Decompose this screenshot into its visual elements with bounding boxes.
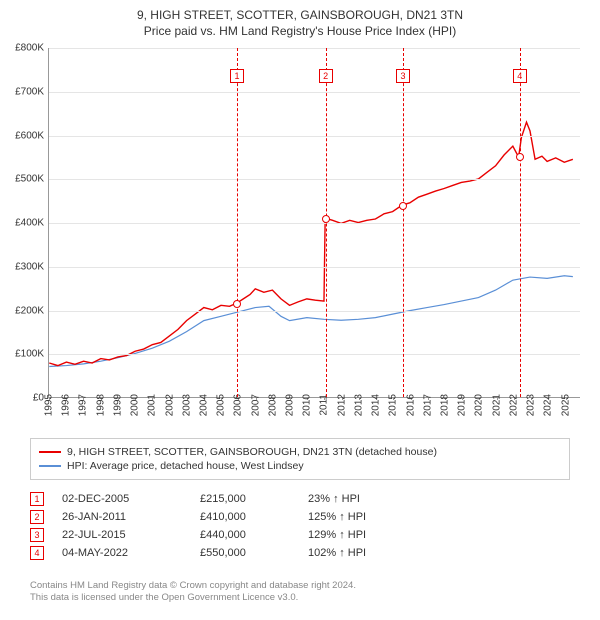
sale-price: £550,000: [200, 547, 290, 559]
sale-dot: [322, 215, 330, 223]
x-axis-label: 2017: [422, 394, 433, 416]
sale-price: £215,000: [200, 493, 290, 505]
sale-delta: 129% ↑ HPI: [308, 529, 458, 541]
chart-subtitle: Price paid vs. HM Land Registry's House …: [0, 24, 600, 38]
y-axis-label: £500K: [4, 174, 44, 185]
legend-label-blue: HPI: Average price, detached house, West…: [67, 460, 304, 472]
sale-dot: [516, 153, 524, 161]
x-axis-label: 1996: [61, 394, 72, 416]
sale-marker: 4: [513, 69, 527, 83]
y-axis-label: £100K: [4, 349, 44, 360]
legend-row-red: 9, HIGH STREET, SCOTTER, GAINSBOROUGH, D…: [39, 446, 561, 458]
sale-date: 26-JAN-2011: [62, 511, 182, 523]
x-axis-label: 2025: [560, 394, 571, 416]
sale-price: £410,000: [200, 511, 290, 523]
chart-plot-area: £0£100K£200K£300K£400K£500K£600K£700K£80…: [48, 48, 580, 398]
x-axis-label: 2003: [181, 394, 192, 416]
x-axis-label: 2024: [543, 394, 554, 416]
sale-price: £440,000: [200, 529, 290, 541]
legend-label-red: 9, HIGH STREET, SCOTTER, GAINSBOROUGH, D…: [67, 446, 437, 458]
sale-date: 22-JUL-2015: [62, 529, 182, 541]
sales-row: 4 04-MAY-2022 £550,000 102% ↑ HPI: [30, 546, 570, 560]
sale-date: 04-MAY-2022: [62, 547, 182, 559]
x-axis-label: 2005: [216, 394, 227, 416]
sale-delta: 23% ↑ HPI: [308, 493, 458, 505]
y-axis-label: £0: [4, 393, 44, 404]
titles: 9, HIGH STREET, SCOTTER, GAINSBOROUGH, D…: [0, 0, 600, 38]
footer-line-2: This data is licensed under the Open Gov…: [30, 592, 570, 604]
x-axis-label: 2023: [526, 394, 537, 416]
x-axis-label: 2018: [439, 394, 450, 416]
y-axis-label: £700K: [4, 86, 44, 97]
sale-delta: 102% ↑ HPI: [308, 547, 458, 559]
legend-row-blue: HPI: Average price, detached house, West…: [39, 460, 561, 472]
chart-title: 9, HIGH STREET, SCOTTER, GAINSBOROUGH, D…: [0, 8, 600, 22]
sale-row-marker: 1: [30, 492, 44, 506]
x-axis-label: 2012: [336, 394, 347, 416]
sales-row: 1 02-DEC-2005 £215,000 23% ↑ HPI: [30, 492, 570, 506]
x-axis-label: 2013: [353, 394, 364, 416]
x-axis-label: 2009: [285, 394, 296, 416]
sale-date: 02-DEC-2005: [62, 493, 182, 505]
sale-row-marker: 3: [30, 528, 44, 542]
y-axis-label: £600K: [4, 130, 44, 141]
y-axis-label: £800K: [4, 43, 44, 54]
sale-dot: [399, 202, 407, 210]
x-axis-label: 2016: [405, 394, 416, 416]
y-axis-label: £300K: [4, 261, 44, 272]
x-axis-label: 2001: [147, 394, 158, 416]
sale-delta: 125% ↑ HPI: [308, 511, 458, 523]
y-axis-label: £400K: [4, 218, 44, 229]
sales-row: 3 22-JUL-2015 £440,000 129% ↑ HPI: [30, 528, 570, 542]
sale-marker: 1: [230, 69, 244, 83]
sale-dot: [233, 300, 241, 308]
legend: 9, HIGH STREET, SCOTTER, GAINSBOROUGH, D…: [30, 438, 570, 480]
x-axis-label: 2007: [250, 394, 261, 416]
x-axis-label: 1999: [112, 394, 123, 416]
footer: Contains HM Land Registry data © Crown c…: [30, 580, 570, 605]
x-axis-label: 2020: [474, 394, 485, 416]
y-axis-label: £200K: [4, 305, 44, 316]
x-axis-label: 2022: [508, 394, 519, 416]
sale-marker: 3: [396, 69, 410, 83]
x-axis-label: 1997: [78, 394, 89, 416]
legend-swatch-blue: [39, 465, 61, 467]
chart-container: 9, HIGH STREET, SCOTTER, GAINSBOROUGH, D…: [0, 0, 600, 620]
x-axis-label: 2002: [164, 394, 175, 416]
sale-marker: 2: [319, 69, 333, 83]
sale-row-marker: 4: [30, 546, 44, 560]
x-axis-label: 2021: [491, 394, 502, 416]
x-axis-label: 2000: [130, 394, 141, 416]
sale-row-marker: 2: [30, 510, 44, 524]
x-axis-label: 1998: [95, 394, 106, 416]
x-axis-label: 2019: [457, 394, 468, 416]
legend-swatch-red: [39, 451, 61, 453]
footer-line-1: Contains HM Land Registry data © Crown c…: [30, 580, 570, 592]
x-axis-label: 2004: [198, 394, 209, 416]
sales-row: 2 26-JAN-2011 £410,000 125% ↑ HPI: [30, 510, 570, 524]
x-axis-label: 2015: [388, 394, 399, 416]
x-axis-label: 2014: [371, 394, 382, 416]
x-axis-label: 2010: [302, 394, 313, 416]
sales-table: 1 02-DEC-2005 £215,000 23% ↑ HPI 2 26-JAN-201…: [30, 488, 570, 564]
x-axis-label: 2008: [267, 394, 278, 416]
x-axis-label: 2011: [319, 394, 330, 416]
x-axis-label: 1995: [44, 394, 55, 416]
x-axis-label: 2006: [233, 394, 244, 416]
